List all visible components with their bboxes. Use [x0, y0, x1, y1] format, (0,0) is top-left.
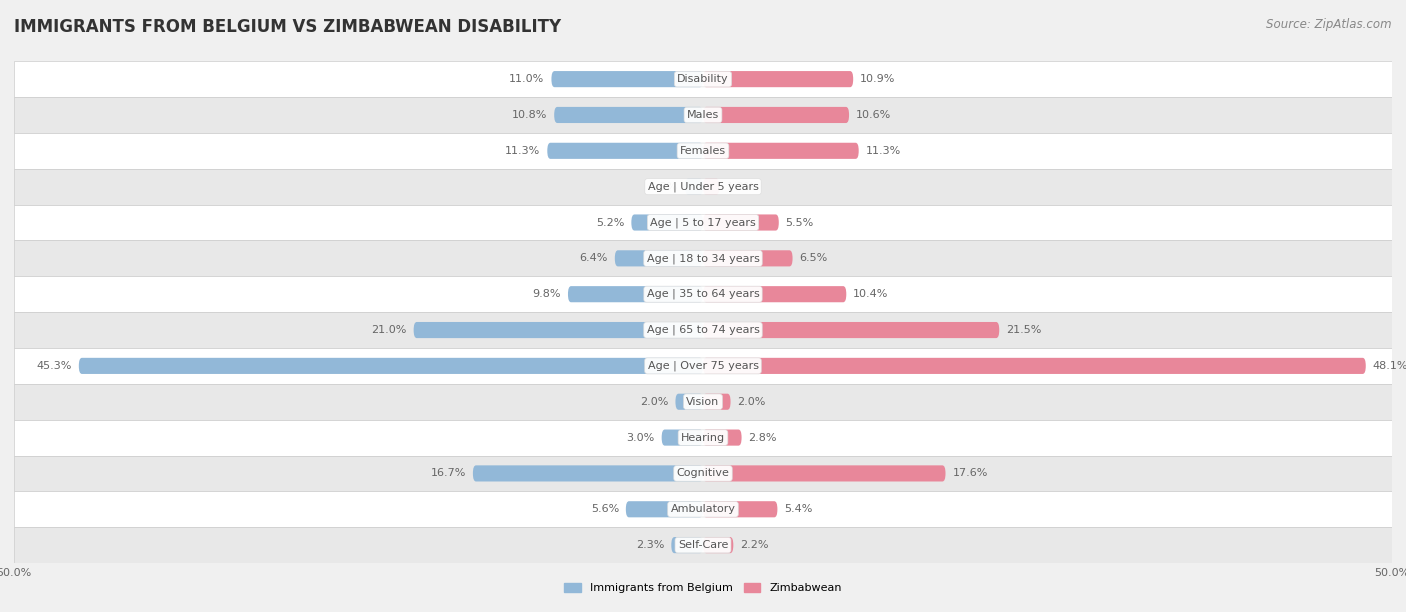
FancyBboxPatch shape: [14, 420, 1392, 455]
FancyBboxPatch shape: [703, 358, 1365, 374]
Text: 11.3%: 11.3%: [505, 146, 540, 156]
Text: 2.2%: 2.2%: [740, 540, 769, 550]
FancyBboxPatch shape: [14, 61, 1392, 97]
FancyBboxPatch shape: [703, 286, 846, 302]
FancyBboxPatch shape: [554, 107, 703, 123]
FancyBboxPatch shape: [14, 276, 1392, 312]
FancyBboxPatch shape: [631, 214, 703, 231]
FancyBboxPatch shape: [671, 537, 703, 553]
FancyBboxPatch shape: [703, 107, 849, 123]
Text: 10.9%: 10.9%: [860, 74, 896, 84]
FancyBboxPatch shape: [14, 169, 1392, 204]
FancyBboxPatch shape: [14, 455, 1392, 491]
Text: Females: Females: [681, 146, 725, 156]
Text: 1.2%: 1.2%: [727, 182, 755, 192]
Text: Cognitive: Cognitive: [676, 468, 730, 479]
Text: 10.6%: 10.6%: [856, 110, 891, 120]
FancyBboxPatch shape: [14, 241, 1392, 276]
FancyBboxPatch shape: [675, 394, 703, 410]
FancyBboxPatch shape: [703, 394, 731, 410]
FancyBboxPatch shape: [703, 143, 859, 159]
Text: Age | 5 to 17 years: Age | 5 to 17 years: [650, 217, 756, 228]
FancyBboxPatch shape: [14, 384, 1392, 420]
Text: 21.5%: 21.5%: [1007, 325, 1042, 335]
Text: Hearing: Hearing: [681, 433, 725, 442]
Legend: Immigrants from Belgium, Zimbabwean: Immigrants from Belgium, Zimbabwean: [560, 578, 846, 598]
FancyBboxPatch shape: [14, 527, 1392, 563]
Text: Ambulatory: Ambulatory: [671, 504, 735, 514]
FancyBboxPatch shape: [703, 322, 1000, 338]
FancyBboxPatch shape: [685, 179, 703, 195]
Text: Age | 35 to 64 years: Age | 35 to 64 years: [647, 289, 759, 299]
Text: Source: ZipAtlas.com: Source: ZipAtlas.com: [1267, 18, 1392, 31]
Text: 17.6%: 17.6%: [952, 468, 988, 479]
Text: 2.3%: 2.3%: [636, 540, 665, 550]
Text: Vision: Vision: [686, 397, 720, 407]
Text: 21.0%: 21.0%: [371, 325, 406, 335]
Text: 3.0%: 3.0%: [627, 433, 655, 442]
Text: 9.8%: 9.8%: [533, 289, 561, 299]
Text: 10.4%: 10.4%: [853, 289, 889, 299]
FancyBboxPatch shape: [14, 312, 1392, 348]
Text: 11.3%: 11.3%: [866, 146, 901, 156]
Text: Males: Males: [688, 110, 718, 120]
Text: 5.2%: 5.2%: [596, 217, 624, 228]
FancyBboxPatch shape: [14, 204, 1392, 241]
FancyBboxPatch shape: [413, 322, 703, 338]
Text: Age | 18 to 34 years: Age | 18 to 34 years: [647, 253, 759, 264]
FancyBboxPatch shape: [626, 501, 703, 517]
FancyBboxPatch shape: [14, 133, 1392, 169]
Text: 1.3%: 1.3%: [650, 182, 678, 192]
FancyBboxPatch shape: [614, 250, 703, 266]
Text: 16.7%: 16.7%: [430, 468, 465, 479]
FancyBboxPatch shape: [703, 501, 778, 517]
FancyBboxPatch shape: [703, 71, 853, 87]
FancyBboxPatch shape: [662, 430, 703, 446]
FancyBboxPatch shape: [703, 179, 720, 195]
FancyBboxPatch shape: [703, 465, 945, 482]
Text: Age | Under 5 years: Age | Under 5 years: [648, 181, 758, 192]
Text: 5.5%: 5.5%: [786, 217, 814, 228]
Text: 5.4%: 5.4%: [785, 504, 813, 514]
Text: Age | 65 to 74 years: Age | 65 to 74 years: [647, 325, 759, 335]
FancyBboxPatch shape: [703, 214, 779, 231]
FancyBboxPatch shape: [472, 465, 703, 482]
FancyBboxPatch shape: [703, 250, 793, 266]
FancyBboxPatch shape: [568, 286, 703, 302]
Text: 2.0%: 2.0%: [738, 397, 766, 407]
FancyBboxPatch shape: [14, 348, 1392, 384]
Text: Age | Over 75 years: Age | Over 75 years: [648, 360, 758, 371]
FancyBboxPatch shape: [703, 430, 741, 446]
Text: IMMIGRANTS FROM BELGIUM VS ZIMBABWEAN DISABILITY: IMMIGRANTS FROM BELGIUM VS ZIMBABWEAN DI…: [14, 18, 561, 36]
Text: Disability: Disability: [678, 74, 728, 84]
Text: 48.1%: 48.1%: [1372, 361, 1406, 371]
Text: 5.6%: 5.6%: [591, 504, 619, 514]
Text: 6.4%: 6.4%: [579, 253, 607, 263]
FancyBboxPatch shape: [14, 491, 1392, 527]
Text: 11.0%: 11.0%: [509, 74, 544, 84]
FancyBboxPatch shape: [14, 97, 1392, 133]
FancyBboxPatch shape: [547, 143, 703, 159]
Text: 10.8%: 10.8%: [512, 110, 547, 120]
Text: 2.0%: 2.0%: [640, 397, 669, 407]
Text: 6.5%: 6.5%: [800, 253, 828, 263]
Text: Self-Care: Self-Care: [678, 540, 728, 550]
Text: 45.3%: 45.3%: [37, 361, 72, 371]
FancyBboxPatch shape: [703, 537, 734, 553]
FancyBboxPatch shape: [551, 71, 703, 87]
FancyBboxPatch shape: [79, 358, 703, 374]
Text: 2.8%: 2.8%: [748, 433, 778, 442]
